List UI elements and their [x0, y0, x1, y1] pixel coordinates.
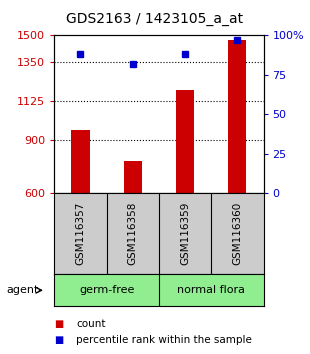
Text: germ-free: germ-free	[79, 285, 134, 295]
Bar	[176, 90, 194, 193]
Text: GSM116358: GSM116358	[128, 202, 138, 266]
Text: normal flora: normal flora	[177, 285, 245, 295]
Text: GSM116360: GSM116360	[232, 202, 242, 265]
Bar	[124, 161, 142, 193]
Bar	[71, 130, 90, 193]
Text: ■: ■	[54, 335, 64, 345]
Text: GSM116359: GSM116359	[180, 202, 190, 266]
Text: percentile rank within the sample: percentile rank within the sample	[76, 335, 252, 345]
Text: GDS2163 / 1423105_a_at: GDS2163 / 1423105_a_at	[66, 12, 244, 27]
Bar	[228, 40, 246, 193]
Text: count: count	[76, 319, 105, 329]
Text: ■: ■	[54, 319, 64, 329]
Text: agent: agent	[6, 285, 38, 295]
Text: GSM116357: GSM116357	[75, 202, 86, 266]
